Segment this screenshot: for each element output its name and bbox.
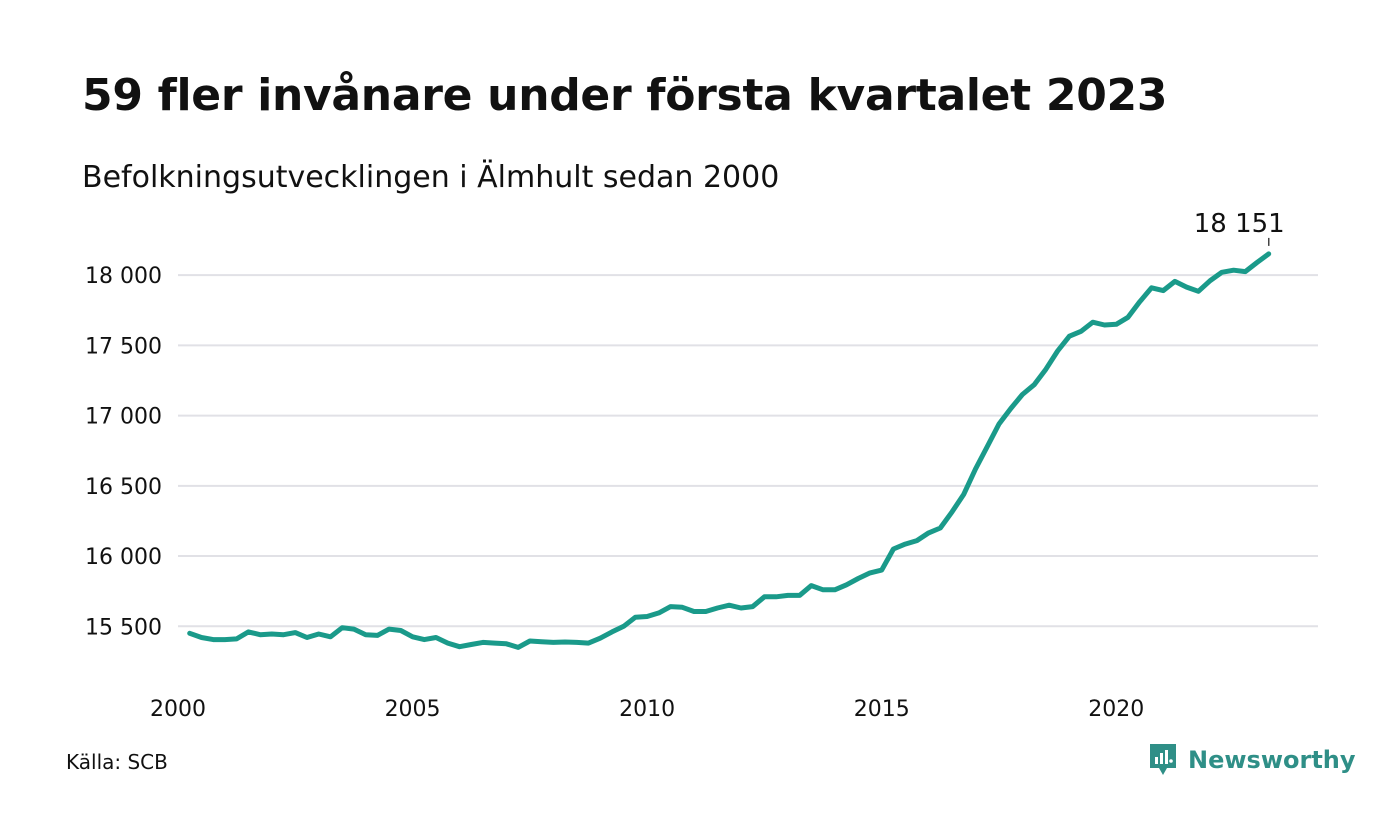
y-tick-label: 18 000: [85, 264, 162, 289]
x-axis: 2000 2005 2010 2015 2020: [150, 697, 1144, 722]
newsworthy-logo: Newsworthy: [1148, 742, 1356, 778]
x-tick-label: 2000: [150, 697, 206, 722]
y-tick-label: 15 500: [85, 615, 162, 640]
newsworthy-icon: [1150, 744, 1176, 775]
x-tick-label: 2010: [619, 697, 675, 722]
y-tick-label: 16 500: [85, 475, 162, 500]
grid-lines: [178, 274, 1318, 628]
y-tick-label: 17 000: [85, 405, 162, 430]
annotations: 18 151: [1194, 209, 1285, 246]
end-value-label: 18 151: [1194, 209, 1285, 239]
series-line: [187, 251, 1272, 650]
x-tick-label: 2005: [385, 697, 441, 722]
brand-name: Newsworthy: [1188, 746, 1356, 774]
x-tick-label: 2015: [854, 697, 910, 722]
y-axis: 15 500 16 000 16 500 17 000 17 500 18 000: [85, 264, 162, 640]
y-tick-label: 17 500: [85, 334, 162, 359]
source-note: Källa: SCB: [66, 750, 168, 774]
y-tick-label: 16 000: [85, 545, 162, 570]
chart-subtitle: Befolkningsutvecklingen i Älmhult sedan …: [82, 160, 780, 195]
series-layer: [187, 251, 1272, 650]
chart-title: 59 fler invånare under första kvartalet …: [82, 70, 1168, 121]
x-tick-label: 2020: [1088, 697, 1144, 722]
